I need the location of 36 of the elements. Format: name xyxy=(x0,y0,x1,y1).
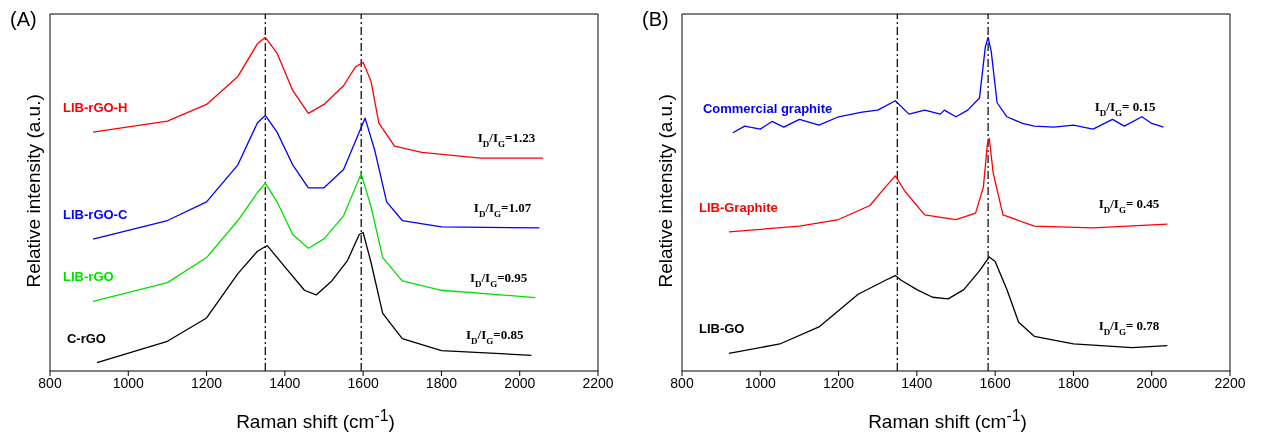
series-label: LIB-rGO xyxy=(63,269,114,285)
series-label: LIB-Graphite xyxy=(698,199,778,215)
annotation: I$_{D}$/I$_{G}$= 0.15 xyxy=(1094,99,1156,119)
series-label: C-rGO xyxy=(66,330,106,346)
series-label: LIB-GO xyxy=(698,321,745,337)
x-tick-label: 1000 xyxy=(744,374,777,391)
series-label: LIB-rGO-H xyxy=(63,100,128,116)
chart-title: (A) xyxy=(10,8,37,31)
chart-title: (B) xyxy=(642,8,669,31)
x-axis-title: Raman shift (cm$^{-1}$) xyxy=(236,406,395,432)
x-tick-label: 800 xyxy=(670,374,694,391)
x-tick-label: 1000 xyxy=(112,374,145,391)
x-axis-title: Raman shift (cm$^{-1}$) xyxy=(868,406,1027,432)
x-tick-label: 1400 xyxy=(269,374,301,391)
series-label: Commercial graphite xyxy=(702,100,833,116)
x-tick-label: 2200 xyxy=(1214,374,1246,391)
x-tick-label: 1800 xyxy=(425,374,458,391)
x-tick-label: 2000 xyxy=(1136,374,1168,391)
annotation: I$_{D}$/I$_{G}$=0.95 xyxy=(469,269,528,289)
annotation: I$_{D}$/I$_{G}$=1.23 xyxy=(477,130,536,150)
y-axis-title: Relative intensity (a.u.) xyxy=(22,94,44,288)
x-tick-label: 800 xyxy=(38,374,62,391)
annotation: I$_{D}$/I$_{G}$= 0.78 xyxy=(1098,317,1160,337)
x-tick-label: 2200 xyxy=(582,374,614,391)
x-tick-label: 2000 xyxy=(504,374,536,391)
series-label: LIB-rGO-C xyxy=(63,207,128,223)
x-tick-label: 1800 xyxy=(1057,374,1090,391)
x-tick-label: 1200 xyxy=(822,374,855,391)
annotation: I$_{D}$/I$_{G}$=0.85 xyxy=(466,327,524,347)
x-tick-label: 1600 xyxy=(347,374,379,391)
x-tick-label: 1200 xyxy=(190,374,223,391)
x-tick-label: 1600 xyxy=(979,374,1011,391)
annotation: I$_{D}$/I$_{G}$= 0.45 xyxy=(1098,196,1160,216)
y-axis-title: Relative intensity (a.u.) xyxy=(654,94,676,288)
annotation: I$_{D}$/I$_{G}$=1.07 xyxy=(473,199,532,219)
x-tick-label: 1400 xyxy=(901,374,933,391)
